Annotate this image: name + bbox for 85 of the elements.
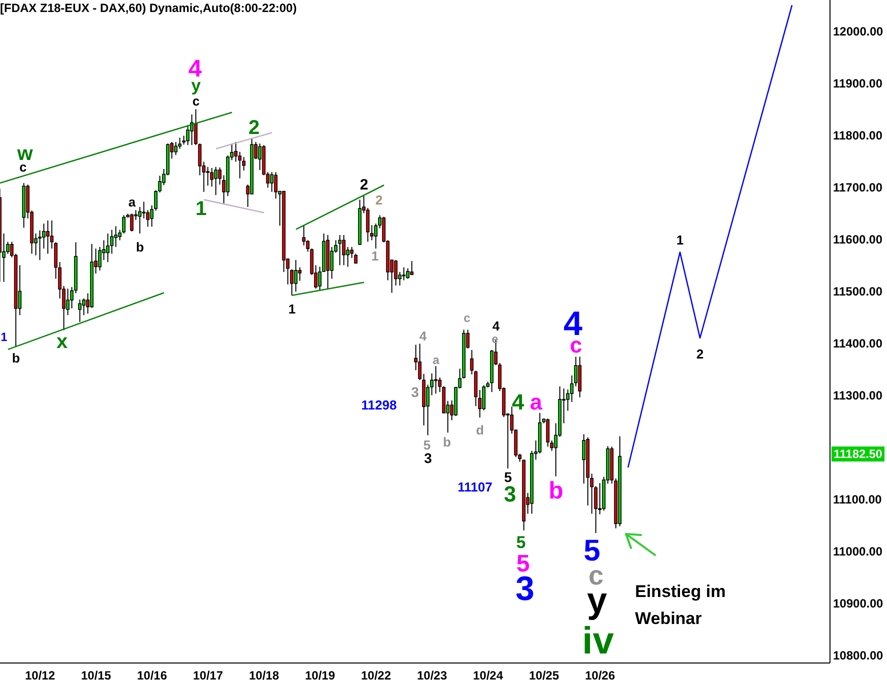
candlestick bbox=[338, 234, 342, 266]
y-tick-label: 11400.00 bbox=[833, 336, 883, 350]
candlestick bbox=[258, 143, 262, 171]
annotation: 2 bbox=[360, 176, 368, 194]
annotation: 1 bbox=[676, 232, 684, 248]
candlestick bbox=[106, 232, 110, 263]
annotation: a bbox=[432, 353, 440, 368]
annotation: b bbox=[136, 240, 144, 255]
candlestick bbox=[270, 172, 274, 192]
x-tick-label: 10/22 bbox=[360, 668, 392, 683]
annotation: b bbox=[12, 350, 20, 366]
candlestick bbox=[98, 246, 102, 271]
y-tick-label: 11000.00 bbox=[833, 544, 883, 558]
x-tick-label: 10/23 bbox=[416, 668, 448, 683]
candlestick bbox=[274, 172, 278, 200]
candlestick bbox=[546, 418, 550, 448]
y-tick-label: 11700.00 bbox=[833, 180, 883, 194]
annotation: 11107 bbox=[458, 480, 492, 495]
annotation: 4 bbox=[512, 390, 525, 415]
candlestick bbox=[138, 206, 142, 234]
candlestick bbox=[342, 234, 346, 266]
annotation: 2 bbox=[248, 117, 260, 139]
line-series bbox=[627, 4, 793, 468]
x-tick-label: 10/15 bbox=[80, 668, 112, 683]
x-tick-label: 10/12 bbox=[24, 668, 56, 683]
chart-title: [FDAX Z18-EUX - DAX,60) Dynamic,Auto(8:00-22:00) bbox=[0, 1, 297, 15]
candlestick bbox=[130, 213, 134, 232]
x-tick-label: 10/25 bbox=[528, 668, 560, 683]
candlestick bbox=[410, 260, 414, 276]
x-tick-label: 10/26 bbox=[584, 668, 616, 683]
candlestick bbox=[142, 201, 146, 219]
candlestick bbox=[210, 167, 214, 188]
annotation: 1 bbox=[0, 330, 8, 344]
candlestick bbox=[214, 166, 218, 196]
candlestick bbox=[174, 141, 178, 156]
annotation: a bbox=[530, 390, 543, 415]
y-tick-label: 11100.00 bbox=[833, 492, 882, 506]
annotation: 5 bbox=[584, 534, 600, 568]
x-tick-label: 10/19 bbox=[304, 668, 336, 683]
y-tick-label: 11300.00 bbox=[833, 388, 883, 402]
y-tick-label: 11900.00 bbox=[833, 76, 883, 90]
candlestick bbox=[582, 434, 586, 484]
annotation: d bbox=[476, 422, 484, 438]
annotation: 5 bbox=[516, 550, 530, 578]
annotation: b bbox=[443, 434, 452, 450]
candlestick bbox=[402, 266, 406, 281]
annotation: iv bbox=[582, 620, 614, 662]
candlestick bbox=[434, 366, 438, 394]
annotation: a bbox=[128, 194, 136, 210]
candlestick bbox=[234, 141, 238, 162]
candlestick bbox=[290, 268, 294, 296]
annotation: 2 bbox=[375, 192, 383, 208]
annotation: 1 bbox=[288, 302, 296, 317]
annotation: Einstieg im Webinar bbox=[635, 582, 726, 628]
annotation: 11298 bbox=[361, 398, 397, 413]
annotation: 5 bbox=[516, 532, 526, 552]
x-tick-label: 10/18 bbox=[248, 668, 280, 683]
candlestick bbox=[298, 266, 302, 282]
annotation: c bbox=[192, 94, 200, 109]
candlestick bbox=[302, 224, 306, 246]
candlestick bbox=[78, 299, 82, 322]
annotation: x bbox=[56, 331, 68, 353]
annotation: 1 bbox=[195, 198, 207, 220]
y-tick-label: 10900.00 bbox=[833, 596, 884, 610]
candlestick bbox=[406, 268, 410, 280]
annotation: b bbox=[548, 477, 564, 504]
y-tick-label: 12000.00 bbox=[833, 24, 884, 38]
y-tick-label: 10800.00 bbox=[833, 648, 884, 662]
annotation: c bbox=[464, 311, 471, 326]
x-tick-label: 10/17 bbox=[192, 668, 224, 683]
x-tick-label: 10/16 bbox=[136, 668, 168, 683]
candlestick bbox=[294, 260, 298, 292]
annotation: e bbox=[492, 332, 499, 346]
y-tick-label: 11500.00 bbox=[833, 284, 883, 298]
annotation: 4 bbox=[492, 318, 500, 334]
y-tick-label: 11800.00 bbox=[833, 128, 883, 142]
annotation: 4 bbox=[419, 328, 428, 344]
annotation: 2 bbox=[696, 346, 704, 362]
candlestick bbox=[186, 124, 190, 146]
y-tick-label: 11600.00 bbox=[833, 232, 883, 246]
annotation: 1 bbox=[371, 248, 379, 264]
candlestick bbox=[46, 220, 50, 254]
annotation: 3 bbox=[411, 384, 420, 400]
candlestick bbox=[38, 230, 42, 260]
x-tick-label: 10/24 bbox=[472, 668, 504, 683]
